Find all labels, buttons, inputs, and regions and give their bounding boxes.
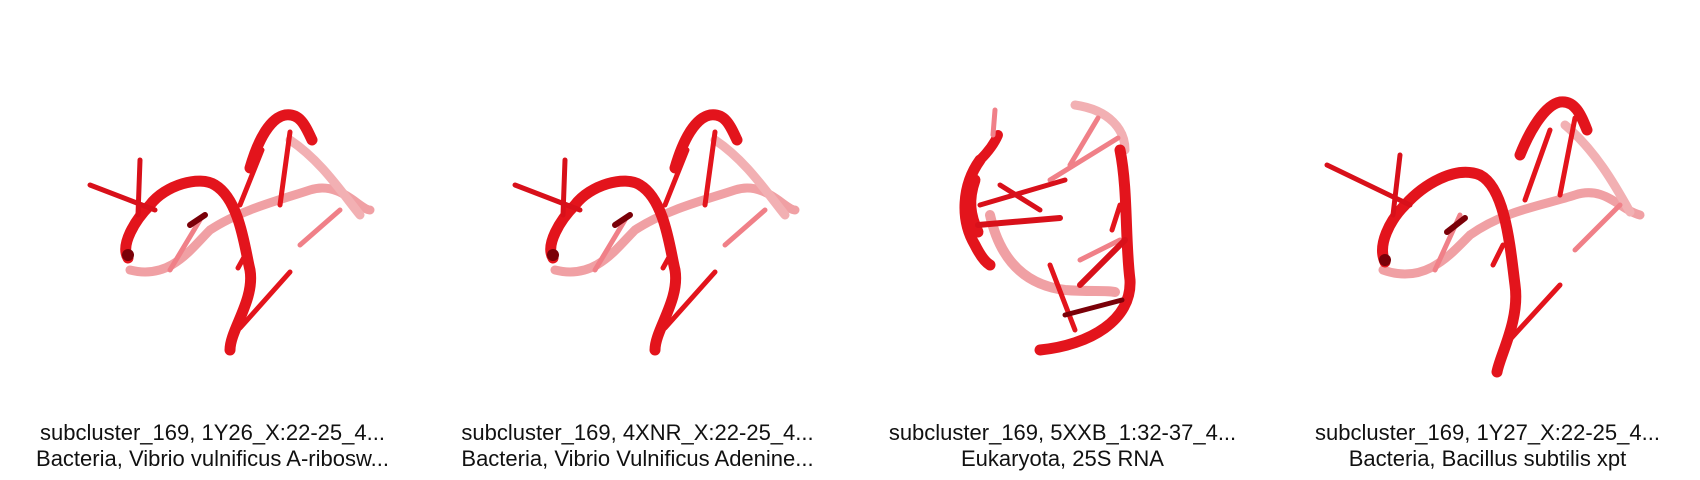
structure-id-label: subcluster_169, 4XNR_X:22-25_4... [461, 420, 814, 445]
structure-panel[interactable]: subcluster_169, 1Y27_X:22-25_4... Bacter… [1275, 0, 1700, 480]
rna-structure-image [1324, 96, 1645, 378]
organism-label: Bacteria, Vibrio vulnificus A-ribosw... [36, 446, 389, 471]
structure-id-label: subcluster_169, 5XXB_1:32-37_4... [888, 420, 1237, 445]
structure-caption: subcluster_169, 1Y26_X:22-25_4... Bacter… [0, 420, 425, 472]
structure-panel[interactable]: subcluster_169, 1Y26_X:22-25_4... Bacter… [0, 0, 425, 480]
structure-caption: subcluster_169, 4XNR_X:22-25_4... Bacter… [425, 420, 850, 472]
organism-label: Eukaryota, 25S RNA [961, 446, 1164, 471]
structure-id-label: subcluster_169, 1Y26_X:22-25_4... [40, 420, 385, 445]
rna-structure-image [87, 109, 375, 356]
structure-id-label: subcluster_169, 1Y27_X:22-25_4... [1315, 420, 1660, 445]
rna-structure-image [959, 100, 1136, 356]
structure-caption: subcluster_169, 1Y27_X:22-25_4... Bacter… [1275, 420, 1700, 472]
structure-panel[interactable]: subcluster_169, 4XNR_X:22-25_4... Bacter… [425, 0, 850, 480]
structure-panel[interactable]: subcluster_169, 5XXB_1:32-37_4... Eukary… [850, 0, 1275, 480]
organism-label: Bacteria, Vibrio Vulnificus Adenine... [461, 446, 814, 471]
rna-structure-image [512, 109, 800, 356]
structure-caption: subcluster_169, 5XXB_1:32-37_4... Eukary… [850, 420, 1275, 472]
organism-label: Bacteria, Bacillus subtilis xpt [1348, 446, 1627, 471]
